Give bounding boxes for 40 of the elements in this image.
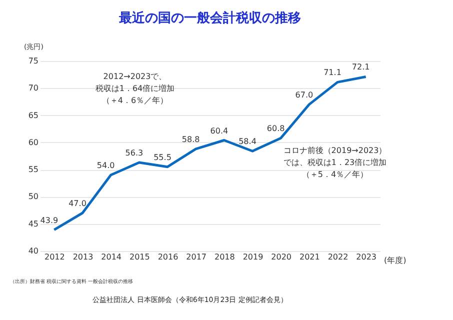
text: 67.0 — [295, 90, 314, 100]
annotation: 税収は1．64倍に増加 — [95, 84, 175, 93]
x-tick-label: 2019 — [242, 252, 264, 262]
text: 55.5 — [154, 152, 172, 162]
x-tick-label: 2014 — [101, 252, 122, 262]
x-tick-label: 2013 — [72, 252, 94, 262]
y-tick-label: 40 — [28, 246, 38, 256]
annotation: 2012→2023で、 — [103, 72, 167, 81]
chart-title: 最近の国の一般会計税収の推移 — [118, 10, 301, 26]
text: 54.0 — [96, 161, 115, 170]
x-tick-label: 2016 — [158, 252, 178, 262]
annotation: コロナ前後（2019→2023） — [283, 146, 387, 155]
text: 43.9 — [40, 216, 58, 225]
x-tick-label: 2012 — [44, 252, 65, 262]
y-tick-label: 50 — [28, 192, 38, 202]
x-tick-label: 2018 — [214, 252, 235, 262]
text: 72.1 — [352, 62, 370, 72]
y-tick-label: 75 — [28, 56, 38, 66]
annotation: では、税収は1．23倍に増加 — [283, 158, 387, 167]
text: 58.8 — [182, 134, 200, 144]
annotation: （＋5．4％／年） — [302, 170, 368, 179]
text: 60.4 — [210, 126, 228, 136]
y-tick-label: 45 — [28, 219, 38, 228]
x-tick-label: 2017 — [186, 252, 207, 262]
x-tick-label: 2022 — [328, 252, 348, 262]
x-axis-title: (年度) — [384, 256, 406, 265]
text: 58.4 — [238, 137, 256, 146]
text: 47.0 — [68, 199, 86, 208]
text: 60.8 — [266, 124, 285, 134]
y-tick-label: 55 — [28, 165, 38, 174]
text: 56.3 — [125, 148, 144, 158]
y-tick-label: 70 — [28, 84, 38, 93]
text: 71.1 — [324, 68, 342, 78]
x-tick-label: 2021 — [299, 252, 320, 262]
x-tick-label: 2023 — [356, 252, 377, 262]
y-tick-label: 65 — [28, 110, 38, 120]
x-tick-label: 2015 — [129, 252, 150, 262]
y-tick-label: 60 — [28, 138, 38, 147]
annotation: （＋4．6％／年） — [102, 96, 168, 105]
x-tick-label: 2020 — [271, 252, 292, 262]
